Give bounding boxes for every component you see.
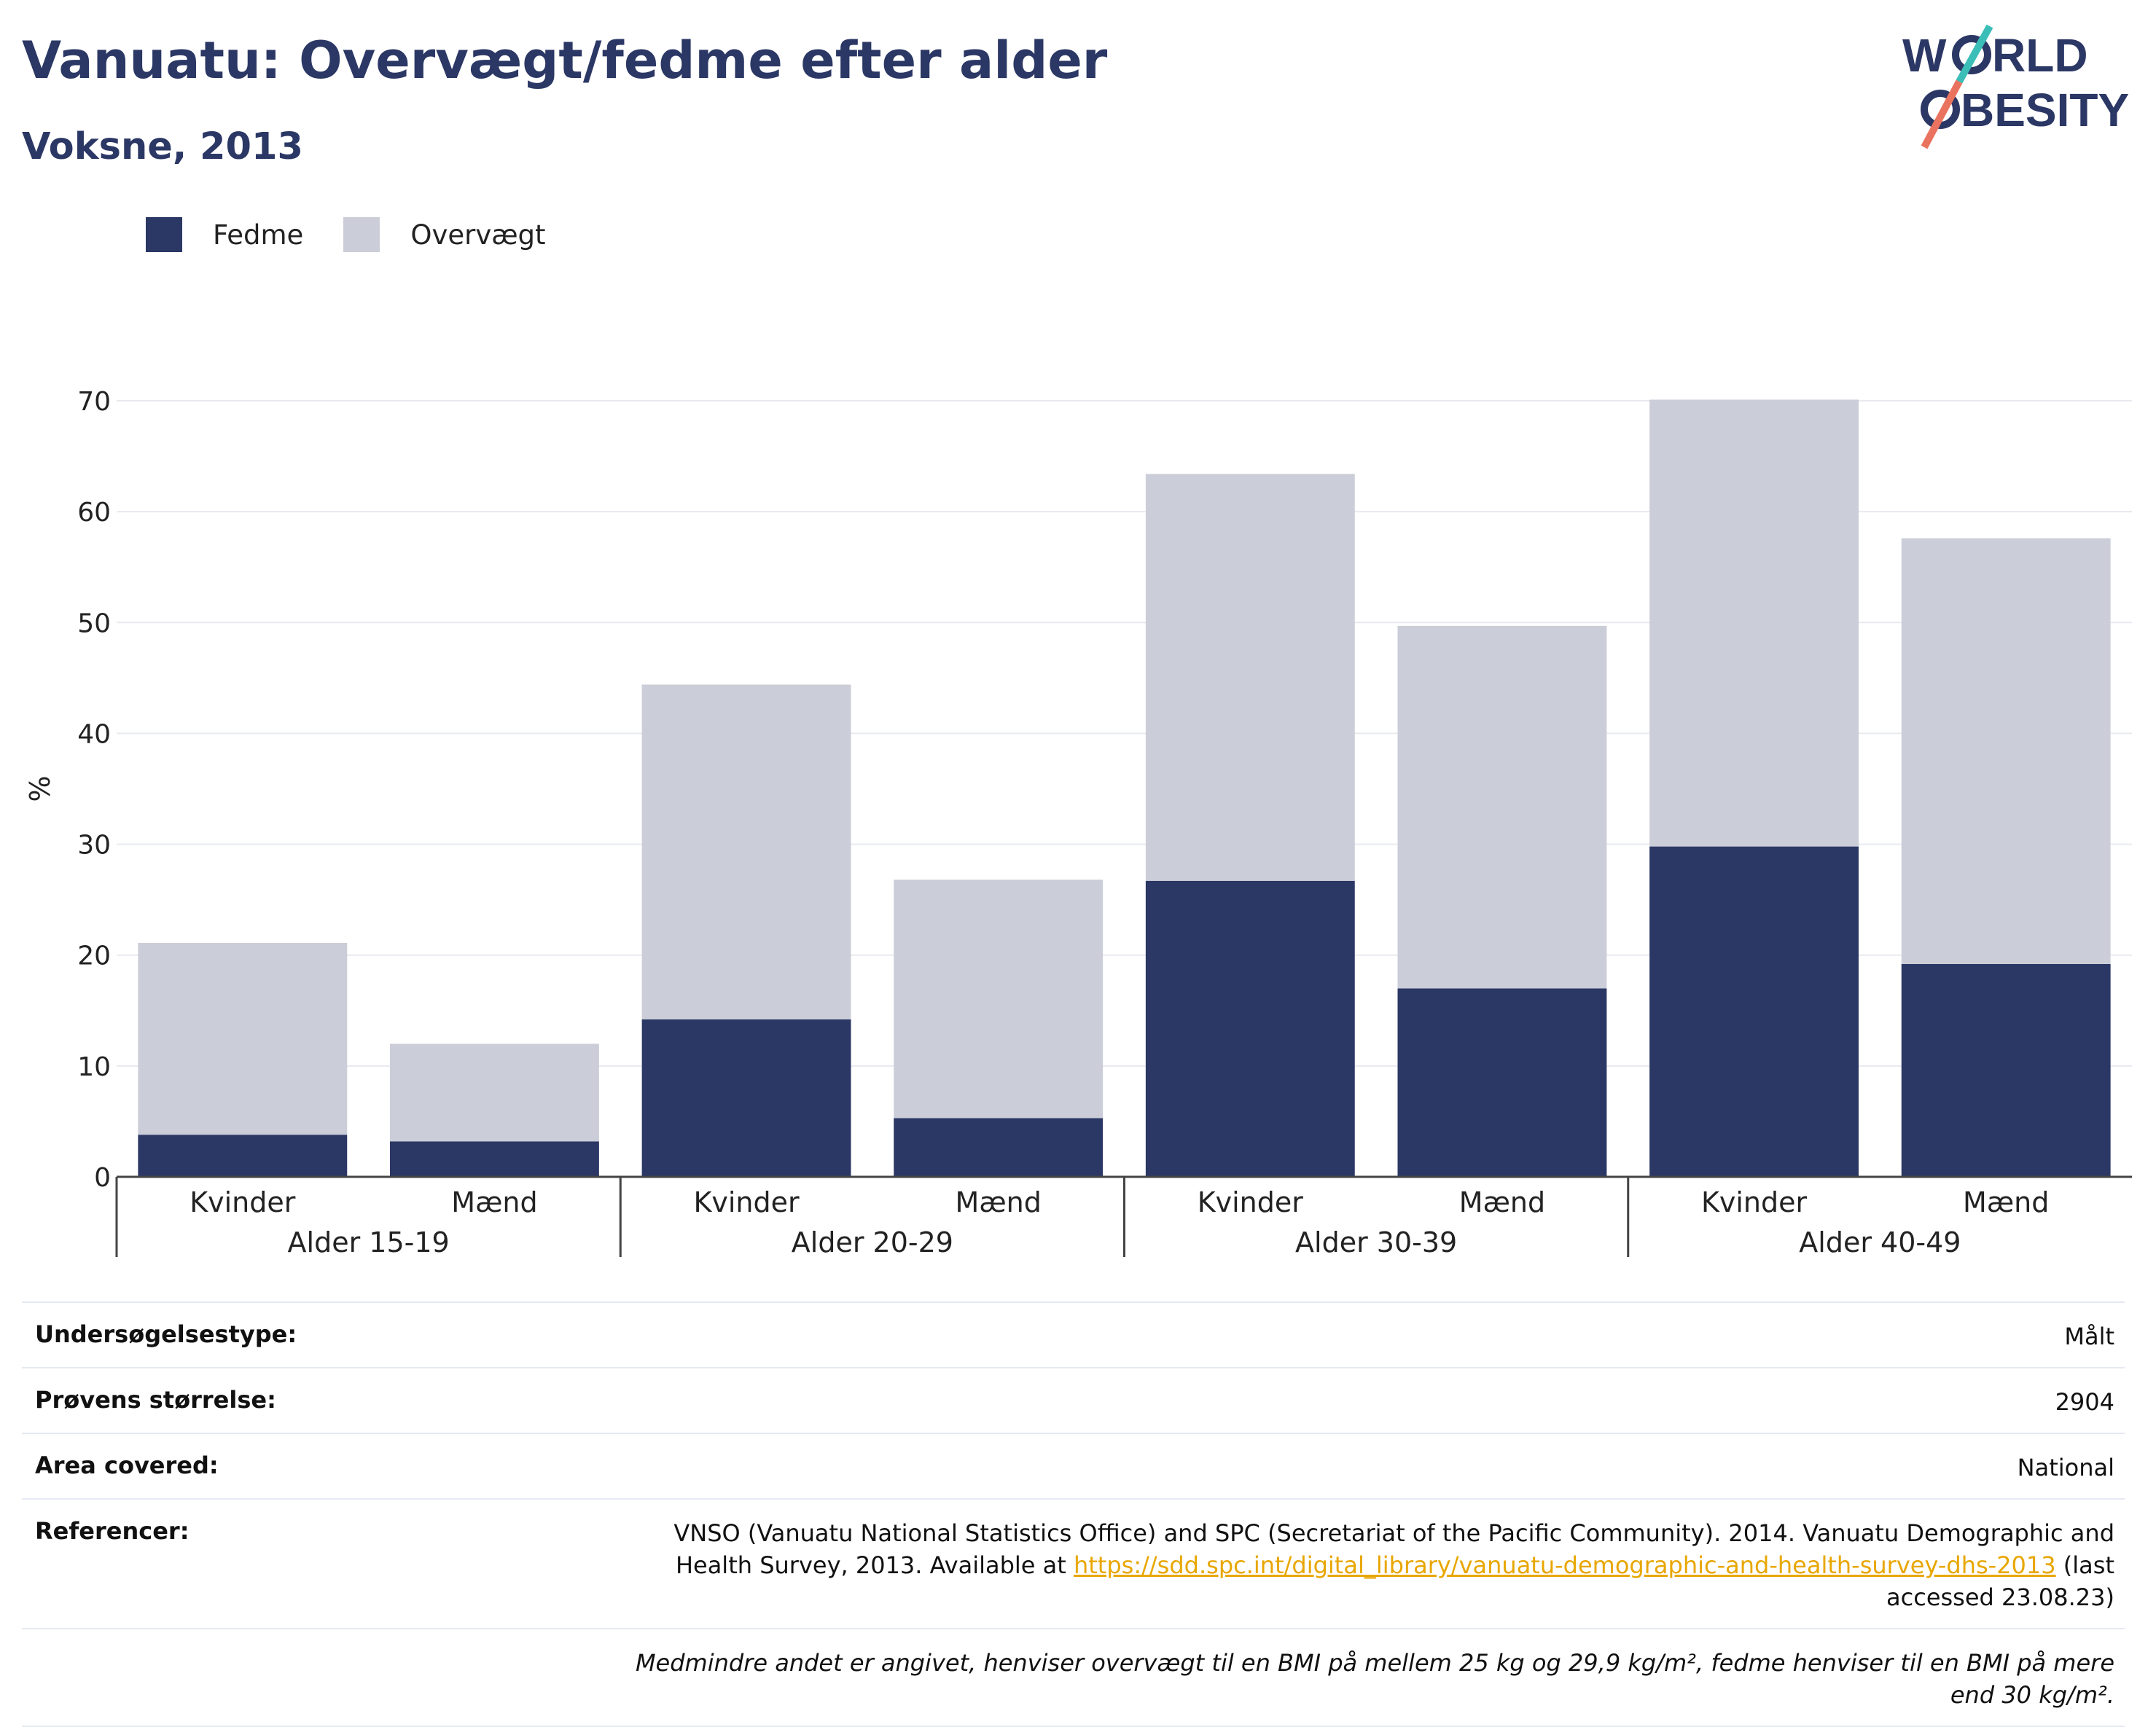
bar-overvaegt: [138, 942, 348, 1135]
legend-swatch-overvaegt: [343, 217, 380, 252]
bar-fedme: [1397, 988, 1607, 1177]
references-label: Referencer:: [35, 1517, 190, 1545]
y-axis-label: %: [24, 775, 56, 802]
x-group-label: Alder 40-49: [1799, 1226, 1961, 1258]
x-category-label: Mænd: [451, 1186, 537, 1218]
y-tick-label: 40: [77, 719, 111, 749]
y-tick-label: 10: [77, 1052, 111, 1082]
stacked-bar-chart: 0 10 20 30 40 50 60 70% Kvinder Mænd Kvinder Mænd Kv…: [24, 387, 2132, 1258]
references-accessed: (last accessed 23.08.23): [1886, 1551, 2114, 1611]
x-category-label: Kvinder: [1198, 1186, 1304, 1218]
legend-label-overvaegt: Overvægt: [410, 219, 546, 251]
info-row-sample-size: Prøvens størrelse: 2904: [22, 1367, 2125, 1433]
y-tick-label: 20: [77, 941, 111, 971]
x-category-label: Kvinder: [190, 1186, 296, 1218]
bar-fedme: [390, 1141, 599, 1177]
x-group-label: Alder 15-19: [288, 1226, 450, 1258]
area-label: Area covered:: [35, 1452, 219, 1479]
x-group-label: Alder 20-29: [792, 1226, 953, 1258]
info-row-area: Area covered: National: [22, 1433, 2125, 1498]
world-obesity-logo: W O RLD BESITY: [1902, 24, 2129, 149]
svg-text:W: W: [1902, 29, 1947, 82]
references-value: VNSO (Vanuatu National Statistics Office…: [613, 1517, 2114, 1613]
bar-overvaegt: [1901, 538, 2111, 964]
x-category-label: Mænd: [956, 1186, 1042, 1218]
bar-overvaegt: [894, 880, 1104, 1119]
y-tick-label: 0: [94, 1163, 111, 1193]
x-category-label: Mænd: [1459, 1186, 1545, 1218]
survey-type-label: Undersøgelsestype:: [35, 1320, 297, 1348]
survey-type-value: Målt: [2064, 1323, 2114, 1350]
bar-overvaegt: [1145, 474, 1355, 881]
x-category-label: Kvinder: [1701, 1186, 1808, 1218]
x-category-label: Mænd: [1963, 1186, 2049, 1218]
bar-overvaegt: [1397, 625, 1607, 989]
bar-fedme: [1901, 963, 2111, 1177]
info-table: Undersøgelsestype: Målt Prøvens størrels…: [22, 1301, 2125, 1727]
bar-fedme: [894, 1118, 1104, 1177]
x-group-label: Alder 30-39: [1295, 1226, 1457, 1258]
bar-fedme: [138, 1135, 348, 1177]
legend-swatch-fedme: [146, 217, 182, 252]
references-text: VNSO (Vanuatu National Statistics Office…: [673, 1519, 2114, 1579]
bar-overvaegt: [1649, 399, 1859, 847]
y-tick-label: 60: [77, 498, 111, 528]
info-row-survey-type: Undersøgelsestype: Målt: [22, 1301, 2125, 1367]
svg-text:BESITY: BESITY: [1961, 84, 2129, 136]
legend-item-fedme[interactable]: Fedme: [146, 217, 303, 252]
y-tick-label: 70: [77, 387, 111, 417]
bmi-note: Medmindre andet er angivet, henviser ove…: [635, 1649, 2114, 1709]
y-tick-label: 50: [77, 608, 111, 638]
info-row-note: Medmindre andet er angivet, henviser ove…: [22, 1628, 2125, 1727]
y-tick-label: 30: [77, 831, 111, 861]
bar-fedme: [1649, 846, 1859, 1177]
chart-legend: Fedme Overvægt: [146, 217, 586, 252]
sample-size-value: 2904: [2055, 1388, 2114, 1416]
legend-item-overvaegt[interactable]: Overvægt: [343, 217, 546, 252]
legend-label-fedme: Fedme: [213, 219, 304, 251]
bar-fedme: [641, 1019, 851, 1177]
bar-overvaegt: [641, 684, 851, 1019]
area-value: National: [2017, 1454, 2114, 1481]
page-title: Vanuatu: Overvægt/fedme efter alder: [22, 31, 1108, 90]
bar-fedme: [1145, 880, 1355, 1177]
svg-text:RLD: RLD: [1992, 29, 2088, 82]
x-category-label: Kvinder: [693, 1186, 800, 1218]
bar-overvaegt: [390, 1043, 599, 1142]
info-row-references: Referencer: VNSO (Vanuatu National Stati…: [22, 1498, 2125, 1628]
page-subtitle: Voksne, 2013: [22, 125, 303, 168]
sample-size-label: Prøvens størrelse:: [35, 1386, 276, 1414]
references-link[interactable]: https://sdd.spc.int/digital_library/vanu…: [1073, 1551, 2056, 1579]
